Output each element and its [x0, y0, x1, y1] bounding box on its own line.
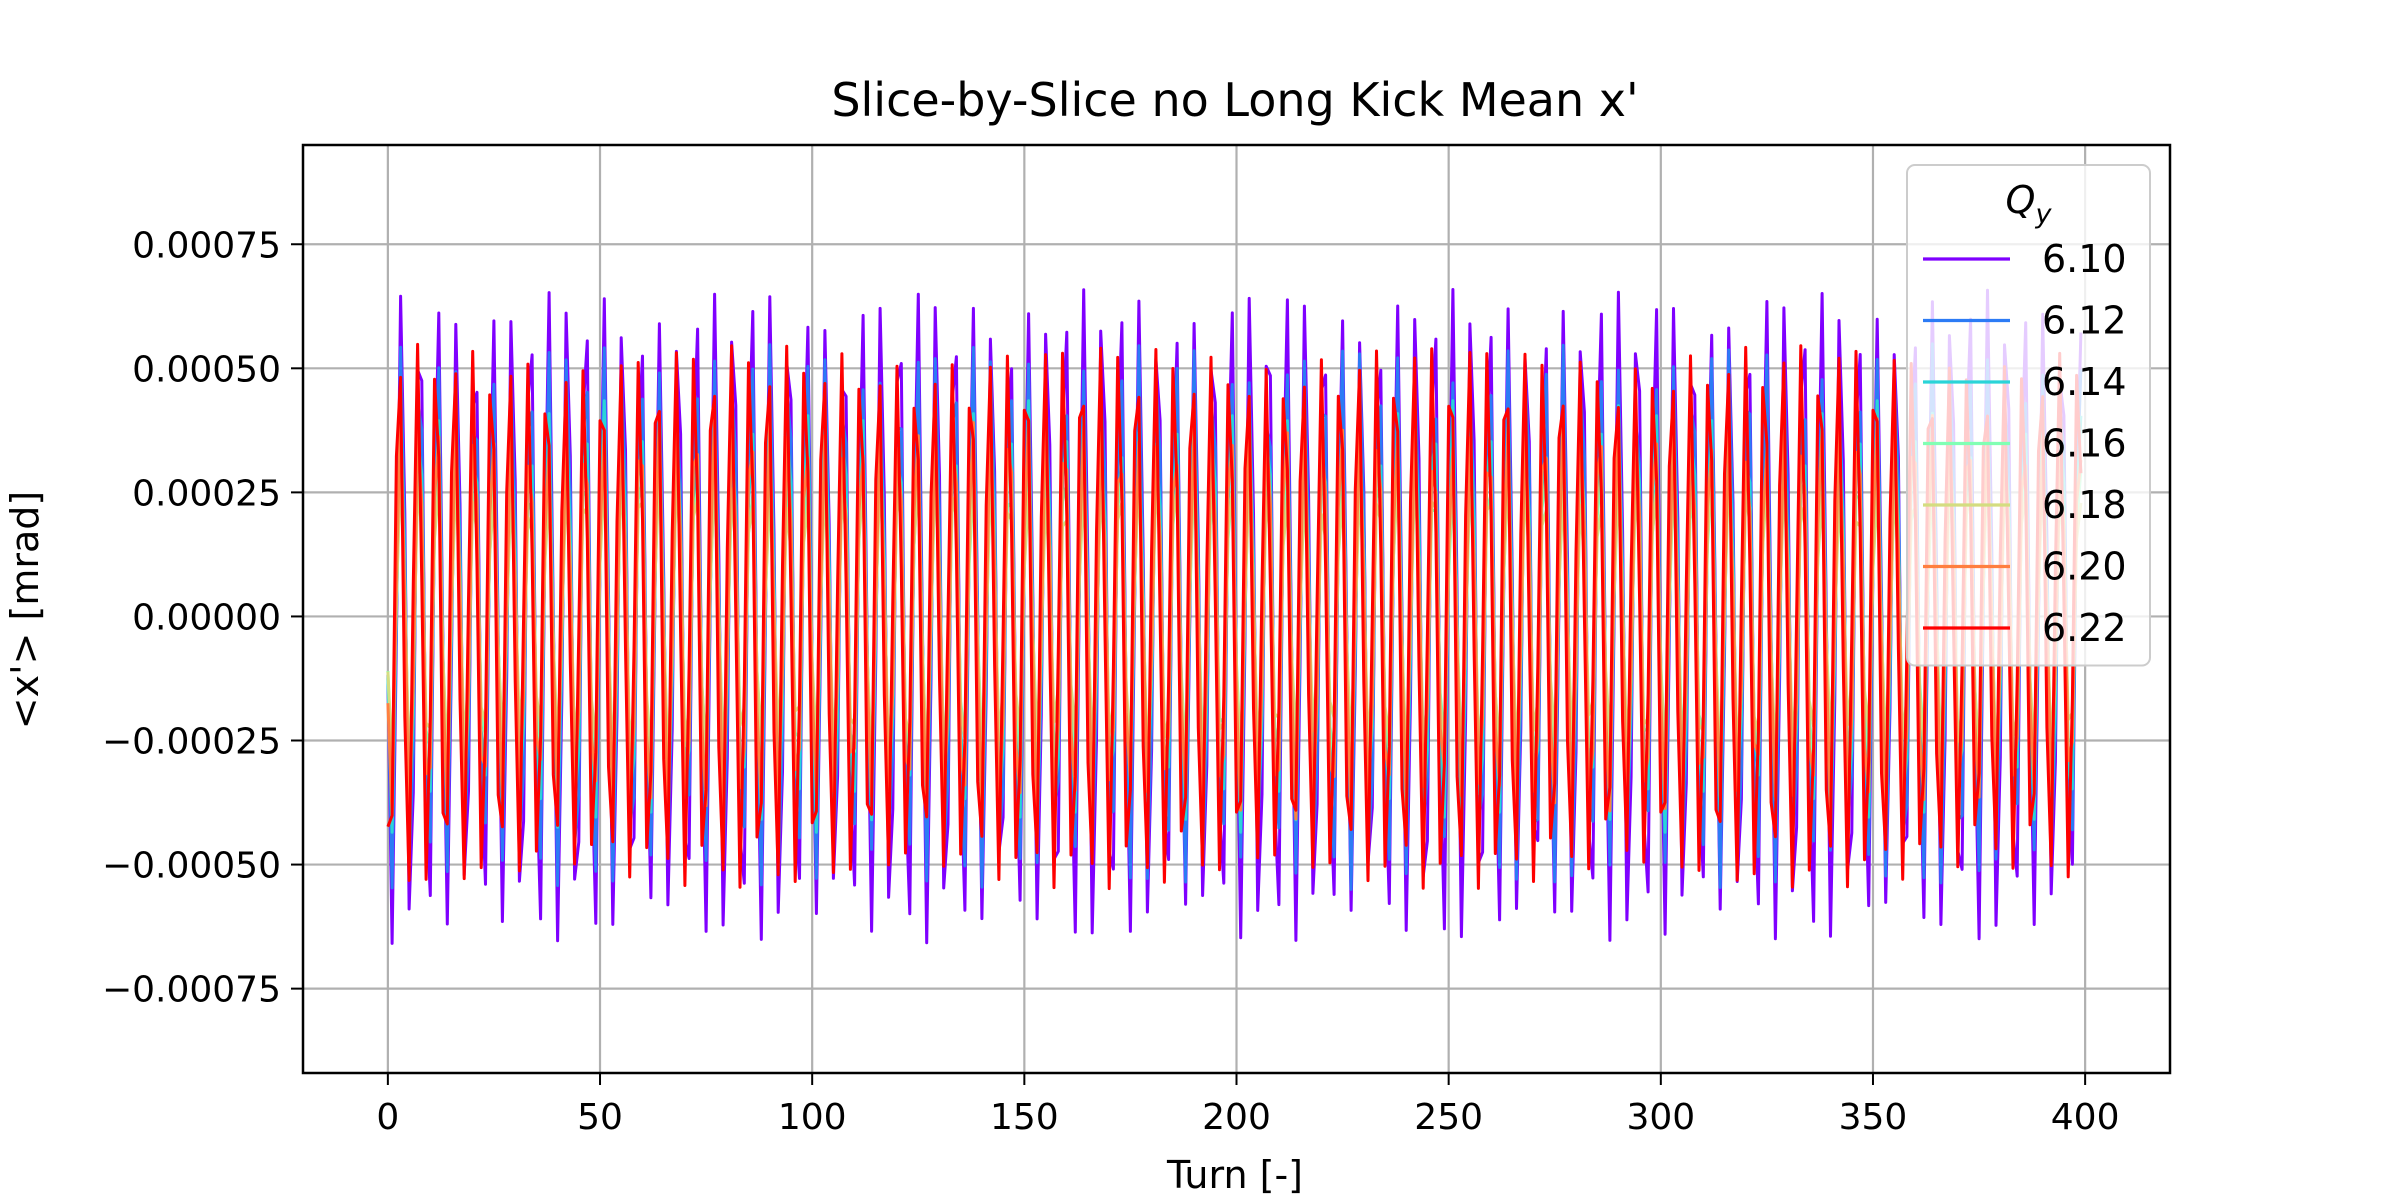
series-line-6-22 [386, 342, 2083, 891]
y-tick-label: 0.00025 [132, 473, 281, 514]
x-tick-label: 350 [1839, 1097, 1908, 1138]
y-tick-label: 0.00000 [132, 597, 281, 638]
y-tick-label: 0.00075 [132, 225, 281, 266]
legend-entry: 6.20 [2042, 545, 2127, 589]
legend-title-base: Q [2006, 178, 2036, 222]
legend-entry: 6.14 [2042, 360, 2127, 404]
y-tick-label: −0.00025 [102, 722, 281, 763]
x-tick-label: 200 [1202, 1097, 1271, 1138]
x-axis-label: Turn [-] [1166, 1153, 1303, 1197]
legend-entry: 6.18 [2042, 483, 2127, 527]
x-tick-label: 300 [1626, 1097, 1695, 1138]
legend-entry: 6.22 [2042, 606, 2127, 650]
legend-box [1906, 164, 2151, 667]
x-tick-label: 150 [990, 1097, 1059, 1138]
legend: Qy 6.10 6.12 6.14 6.16 6.18 6.20 6.22 [1906, 164, 2151, 667]
y-tick-label: −0.00075 [102, 970, 281, 1011]
legend-entry: 6.16 [2042, 422, 2127, 466]
x-tick-label: 100 [778, 1097, 847, 1138]
legend-title: Qy [2006, 178, 2053, 230]
x-tick-label: 50 [577, 1097, 623, 1138]
series-layer [386, 288, 2083, 945]
legend-entry: 6.10 [2042, 237, 2127, 281]
y-tick-label: −0.00050 [102, 846, 281, 887]
x-tick-label: 0 [376, 1097, 399, 1138]
chart-title: Slice-by-Slice no Long Kick Mean x' [831, 73, 1638, 127]
legend-title-subscript: y [2034, 199, 2052, 230]
ticks: 0 50 100 150 200 250 300 350 400 −0.00075 −0.00050… [102, 225, 2120, 1138]
y-tick-label: 0.00050 [132, 349, 281, 390]
y-axis-label: <x'> [mrad] [3, 491, 47, 729]
legend-entry: 6.12 [2042, 299, 2127, 343]
x-tick-label: 250 [1414, 1097, 1483, 1138]
x-tick-label: 400 [2051, 1097, 2120, 1138]
